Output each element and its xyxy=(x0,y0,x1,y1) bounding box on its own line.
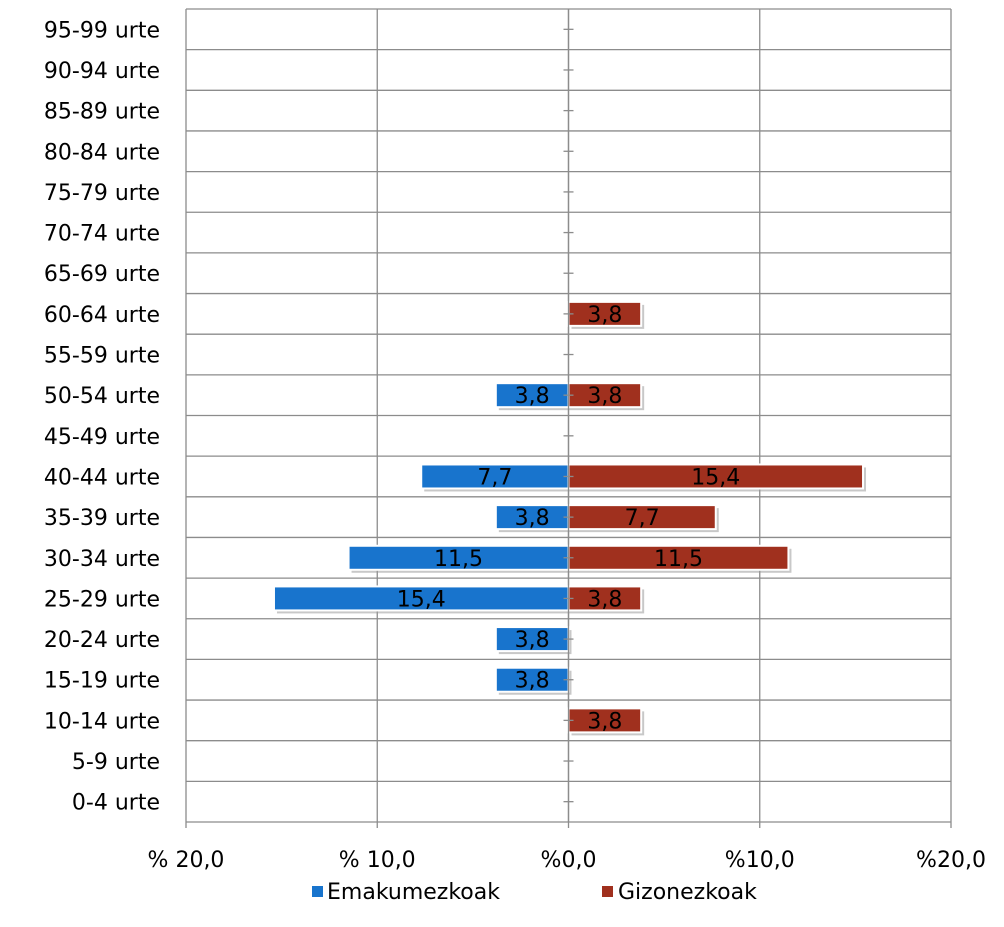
legend-swatch xyxy=(602,886,613,897)
bar-data-label: 3,8 xyxy=(515,506,550,531)
bar-gizonezkoak: 15,4 xyxy=(567,463,867,492)
category-label: 5-9 urte xyxy=(72,750,160,775)
category-label: 10-14 urte xyxy=(44,709,160,734)
category-label: 0-4 urte xyxy=(72,791,160,816)
bar-rect xyxy=(272,585,570,612)
category-label: 35-39 urte xyxy=(44,506,160,531)
bar-gizonezkoak: 3,8 xyxy=(567,585,645,614)
bar-data-label: 3,8 xyxy=(587,384,622,409)
category-label: 55-59 urte xyxy=(44,344,160,369)
bar-gizonezkoak: 7,7 xyxy=(567,504,719,533)
category-label: 90-94 urte xyxy=(44,59,160,84)
bar-emakumezkoak: 11,5 xyxy=(347,544,572,573)
bar-gizonezkoak: 3,8 xyxy=(567,300,645,329)
category-label: 85-89 urte xyxy=(44,100,160,125)
bar-gizonezkoak: 3,8 xyxy=(567,382,645,411)
legend: Emakumezkoak Gizonezkoak xyxy=(312,880,757,905)
category-label: 25-29 urte xyxy=(44,587,160,612)
bar-data-label: 7,7 xyxy=(625,506,660,531)
bar-data-label: 3,8 xyxy=(587,587,622,612)
x-tick-label: % 10,0 xyxy=(339,848,416,873)
bar-emakumezkoak: 15,4 xyxy=(272,585,572,614)
bar-data-label: 3,8 xyxy=(515,384,550,409)
bar-data-label: 3,8 xyxy=(587,303,622,328)
bar-rect xyxy=(347,544,570,571)
category-label: 50-54 urte xyxy=(44,384,160,409)
bar-data-label: 3,8 xyxy=(515,628,550,653)
bar-data-label: 15,4 xyxy=(397,587,446,612)
category-label: 60-64 urte xyxy=(44,303,160,328)
bar-gizonezkoak: 3,8 xyxy=(567,707,645,736)
bar-emakumezkoak: 3,8 xyxy=(494,382,572,411)
category-label: 15-19 urte xyxy=(44,669,160,694)
category-label: 65-69 urte xyxy=(44,262,160,287)
legend-label: Emakumezkoak xyxy=(327,880,500,905)
bar-emakumezkoak: 7,7 xyxy=(420,463,572,492)
x-tick-label: %0,0 xyxy=(541,848,597,873)
bar-rect xyxy=(567,544,790,571)
bar-rect xyxy=(494,666,570,693)
category-label: 30-34 urte xyxy=(44,547,160,572)
bar-data-label: 3,8 xyxy=(587,709,622,734)
category-label: 45-49 urte xyxy=(44,425,160,450)
bar-emakumezkoak: 3,8 xyxy=(494,504,572,533)
category-label: 20-24 urte xyxy=(44,628,160,653)
category-label: 80-84 urte xyxy=(44,140,160,165)
x-tick-labels: % 20,0 % 10,0 %0,0 %10,0 %20,0 xyxy=(148,848,986,873)
x-tick-label: %10,0 xyxy=(725,848,795,873)
category-label: 75-79 urte xyxy=(44,181,160,206)
bars: 3,87,73,811,515,43,83,83,83,815,47,711,5… xyxy=(272,300,867,736)
legend-label: Gizonezkoak xyxy=(618,880,757,905)
bar-data-label: 7,7 xyxy=(477,465,512,490)
bar-gizonezkoak: 11,5 xyxy=(567,544,792,573)
category-label: 40-44 urte xyxy=(44,465,160,490)
bar-data-label: 15,4 xyxy=(691,465,740,490)
bar-emakumezkoak: 3,8 xyxy=(494,626,572,655)
center-axis-ticks xyxy=(563,9,574,822)
legend-swatch xyxy=(312,886,323,897)
category-label: 95-99 urte xyxy=(44,18,160,43)
x-tick-label: % 20,0 xyxy=(148,848,225,873)
bar-data-label: 11,5 xyxy=(654,547,703,572)
category-labels: 95-99 urte 90-94 urte 85-89 urte 80-84 urte… xyxy=(44,18,160,815)
bar-rect xyxy=(567,707,643,734)
category-label: 70-74 urte xyxy=(44,222,160,247)
bar-rect xyxy=(567,585,643,612)
bar-rect xyxy=(420,463,570,490)
bar-emakumezkoak: 3,8 xyxy=(494,666,572,695)
legend-item: Emakumezkoak xyxy=(312,880,500,905)
bar-data-label: 11,5 xyxy=(434,547,483,572)
bar-data-label: 3,8 xyxy=(515,669,550,694)
x-tick-label: %20,0 xyxy=(916,848,986,873)
bar-rect xyxy=(494,504,570,531)
legend-item: Gizonezkoak xyxy=(602,880,757,905)
bar-rect xyxy=(567,504,717,531)
